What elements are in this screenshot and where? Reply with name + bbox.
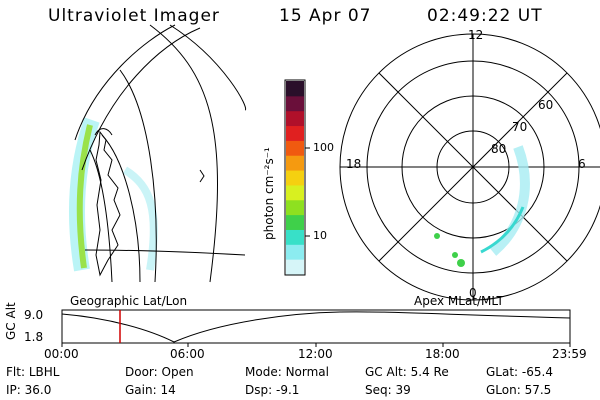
status-gain: Gain: 14	[125, 383, 176, 397]
colorbar-segment	[286, 170, 304, 186]
status-glon: GLon: 57.5	[486, 383, 552, 397]
status-ip: IP: 36.0	[6, 383, 52, 397]
caption-apex: Apex MLat/MLT	[414, 294, 504, 308]
status-glat: GLat: -65.4	[486, 365, 553, 379]
colorbar	[284, 79, 310, 276]
colorbar-segment	[286, 199, 304, 216]
colorbar-segment	[286, 95, 304, 112]
altitude-plot	[61, 309, 571, 347]
mlt-label-18: 18	[346, 157, 362, 171]
mlt-label-12: 12	[468, 28, 484, 42]
polar-plot	[339, 33, 600, 301]
colorbar-segment	[286, 244, 304, 260]
colorbar-tick-10: 10	[313, 229, 327, 242]
colorbar-segment	[286, 184, 304, 201]
auroral-oval	[489, 145, 530, 256]
colorbar-segment	[286, 125, 304, 141]
status-mode: Mode: Normal	[245, 365, 329, 379]
lat-label-70: 70	[512, 120, 528, 134]
altitude-ytick-1-8: 1.8	[24, 330, 44, 344]
colorbar-tick-100: 100	[313, 141, 334, 154]
colorbar-segment	[286, 214, 304, 230]
emission-spot	[434, 233, 440, 239]
mlt-label-0: 0	[469, 286, 477, 300]
emission-spot	[457, 259, 465, 267]
lat-label-80: 80	[491, 142, 507, 156]
caption-geographic: Geographic Lat/Lon	[70, 294, 188, 308]
colorbar-unit-label: photon cm⁻²s⁻¹	[262, 147, 276, 240]
status-flt: Flt: LBHL	[6, 365, 60, 379]
xtick-1200: 12:00	[298, 347, 333, 361]
lat-label-60: 60	[538, 98, 554, 112]
colorbar-segment	[286, 110, 304, 127]
geographic-image	[69, 24, 247, 283]
colorbar-segment	[286, 259, 304, 275]
instrument-title: Ultraviolet Imager	[48, 6, 220, 26]
time-label: 02:49:22 UT	[427, 6, 543, 26]
status-gc-alt: GC Alt: 5.4 Re	[365, 365, 449, 379]
date-label: 15 Apr 07	[279, 6, 372, 26]
status-door: Door: Open	[125, 365, 194, 379]
xtick-2359: 23:59	[552, 347, 587, 361]
xtick-0600: 06:00	[170, 347, 205, 361]
altitude-ytick-9: 9.0	[24, 308, 44, 322]
mlt-label-6: 6	[578, 157, 586, 171]
colorbar-segment	[286, 229, 304, 245]
colorbar-segment	[286, 140, 304, 156]
xtick-1800: 18:00	[425, 347, 460, 361]
colorbar-segment	[286, 81, 304, 97]
colorbar-frame	[284, 79, 306, 276]
status-dsp: Dsp: -9.1	[245, 383, 300, 397]
altitude-ylabel: GC Alt	[4, 302, 18, 340]
altitude-curve	[61, 311, 571, 343]
xtick-0000: 00:00	[44, 347, 79, 361]
status-seq: Seq: 39	[365, 383, 411, 397]
colorbar-segment	[286, 155, 304, 171]
emission-spot	[452, 252, 458, 258]
